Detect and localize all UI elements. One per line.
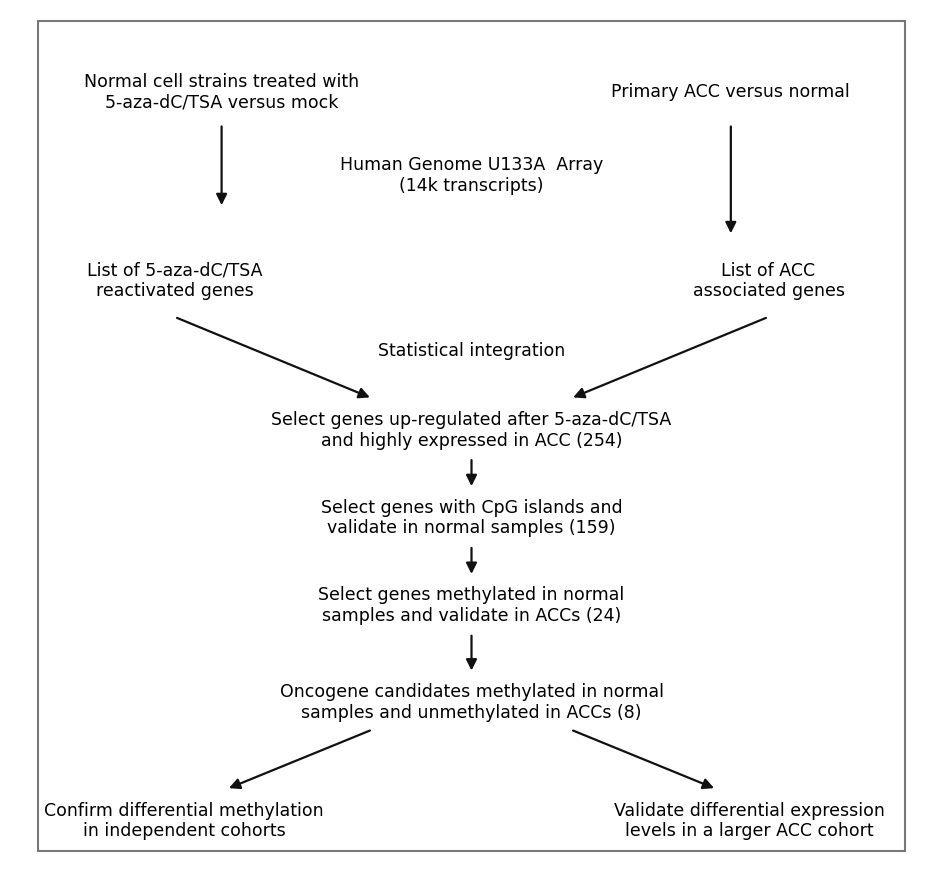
Text: Select genes up-regulated after 5-aza-dC/TSA
and highly expressed in ACC (254): Select genes up-regulated after 5-aza-dC… [272, 410, 671, 449]
Text: Confirm differential methylation
in independent cohorts: Confirm differential methylation in inde… [44, 801, 323, 839]
Text: Normal cell strains treated with
5-aza-dC/TSA versus mock: Normal cell strains treated with 5-aza-d… [84, 73, 359, 111]
Text: List of 5-aza-dC/TSA
reactivated genes: List of 5-aza-dC/TSA reactivated genes [87, 261, 262, 300]
Text: Statistical integration: Statistical integration [378, 342, 565, 360]
Text: Primary ACC versus normal: Primary ACC versus normal [611, 83, 851, 101]
Text: Oncogene candidates methylated in normal
samples and unmethylated in ACCs (8): Oncogene candidates methylated in normal… [279, 682, 664, 721]
Text: Select genes with CpG islands and
validate in normal samples (159): Select genes with CpG islands and valida… [321, 498, 622, 537]
Text: Human Genome U133A  Array
(14k transcripts): Human Genome U133A Array (14k transcript… [339, 156, 604, 195]
Text: Validate differential expression
levels in a larger ACC cohort: Validate differential expression levels … [614, 801, 885, 839]
Text: Select genes methylated in normal
samples and validate in ACCs (24): Select genes methylated in normal sample… [319, 586, 624, 624]
Text: List of ACC
associated genes: List of ACC associated genes [692, 261, 845, 300]
